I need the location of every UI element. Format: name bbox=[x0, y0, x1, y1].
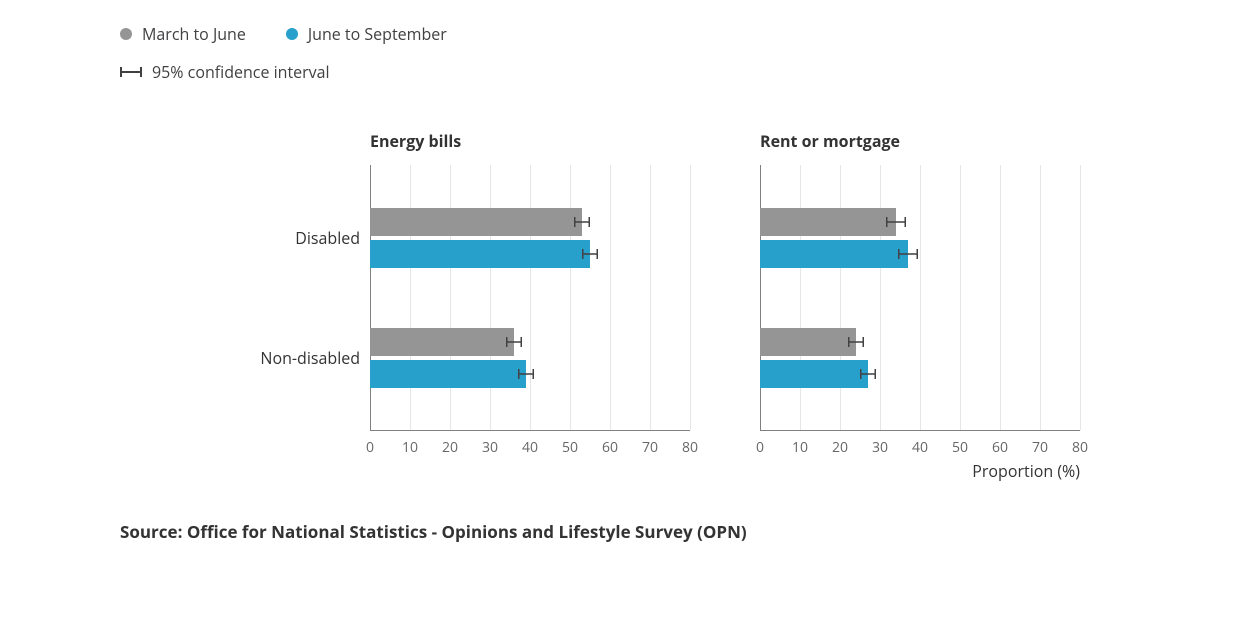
gridline bbox=[1080, 165, 1081, 430]
legend-label-1: June to September bbox=[308, 23, 447, 45]
bar bbox=[370, 360, 526, 388]
legend: March to June June to September 95% conf… bbox=[120, 20, 487, 86]
x-axis-line bbox=[370, 430, 690, 431]
legend-row-series: March to June June to September bbox=[120, 20, 487, 48]
x-tick-label: 30 bbox=[482, 438, 498, 457]
x-tick-label: 30 bbox=[872, 438, 888, 457]
x-tick-label: 10 bbox=[402, 438, 418, 457]
legend-dot-0 bbox=[120, 28, 132, 40]
gridline bbox=[490, 165, 491, 430]
bar bbox=[370, 208, 582, 236]
x-tick-label: 50 bbox=[952, 438, 968, 457]
x-axis-line bbox=[760, 430, 1080, 431]
bar bbox=[760, 328, 856, 356]
gridline bbox=[610, 165, 611, 430]
x-tick-label: 70 bbox=[642, 438, 658, 457]
x-tick-label: 40 bbox=[912, 438, 928, 457]
gridline bbox=[410, 165, 411, 430]
x-tick-label: 0 bbox=[366, 438, 374, 457]
x-tick-label: 0 bbox=[756, 438, 764, 457]
x-axis-label: Proportion (%) bbox=[972, 460, 1080, 482]
confidence-interval-icon bbox=[120, 65, 142, 79]
legend-dot-1 bbox=[286, 28, 298, 40]
y-axis-line bbox=[370, 165, 371, 430]
x-tick-label: 60 bbox=[602, 438, 618, 457]
gridline bbox=[450, 165, 451, 430]
legend-ci-label: 95% confidence interval bbox=[152, 61, 330, 83]
legend-item-1: June to September bbox=[286, 23, 447, 45]
category-label: Non-disabled bbox=[260, 347, 370, 369]
panel-title-0: Energy bills bbox=[370, 130, 461, 152]
legend-label-0: March to June bbox=[142, 23, 246, 45]
legend-item-0: March to June bbox=[120, 23, 246, 45]
gridline bbox=[1000, 165, 1001, 430]
plot-area-0: 01020304050607080DisabledNon-disabled bbox=[370, 165, 690, 430]
gridline bbox=[800, 165, 801, 430]
gridline bbox=[570, 165, 571, 430]
x-tick-label: 70 bbox=[1032, 438, 1048, 457]
gridline bbox=[530, 165, 531, 430]
x-tick-label: 50 bbox=[562, 438, 578, 457]
x-tick-label: 60 bbox=[992, 438, 1008, 457]
bar bbox=[370, 240, 590, 268]
x-tick-label: 20 bbox=[442, 438, 458, 457]
chart-container: March to June June to September 95% conf… bbox=[0, 0, 1246, 637]
bar bbox=[760, 208, 896, 236]
gridline bbox=[650, 165, 651, 430]
x-tick-label: 40 bbox=[522, 438, 538, 457]
gridline bbox=[1040, 165, 1041, 430]
bar bbox=[370, 328, 514, 356]
bar bbox=[760, 360, 868, 388]
category-label: Disabled bbox=[295, 227, 370, 249]
source-text: Source: Office for National Statistics -… bbox=[120, 520, 747, 543]
gridline bbox=[690, 165, 691, 430]
gridline bbox=[880, 165, 881, 430]
legend-row-ci: 95% confidence interval bbox=[120, 58, 487, 86]
panel-title-1: Rent or mortgage bbox=[760, 130, 900, 152]
plot-area-1: 01020304050607080 bbox=[760, 165, 1080, 430]
x-tick-label: 80 bbox=[1072, 438, 1088, 457]
gridline bbox=[960, 165, 961, 430]
gridline bbox=[840, 165, 841, 430]
gridline bbox=[920, 165, 921, 430]
bar bbox=[760, 240, 908, 268]
x-tick-label: 20 bbox=[832, 438, 848, 457]
y-axis-line bbox=[760, 165, 761, 430]
x-tick-label: 10 bbox=[792, 438, 808, 457]
x-tick-label: 80 bbox=[682, 438, 698, 457]
